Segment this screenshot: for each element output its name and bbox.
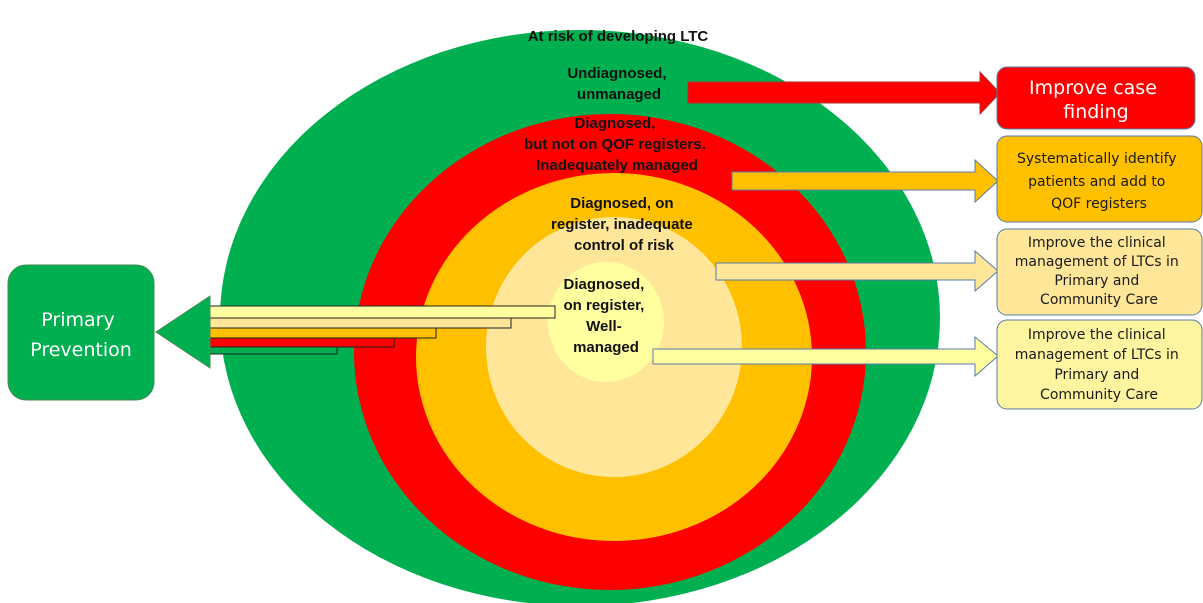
- box-identify-text: Systematically identify patients and add…: [1017, 151, 1181, 212]
- box-clinical-1: [996, 228, 1203, 316]
- label-well-managed: Diagnosed, on register, Well- managed: [563, 276, 648, 356]
- label-at-risk: At risk of developing LTC: [528, 28, 709, 45]
- label-undiagnosed: Undiagnosed, unmanaged: [567, 65, 670, 103]
- box-clinical-2: [996, 319, 1203, 410]
- bar-pale-yellow: [207, 305, 556, 319]
- arrow-to-clinical-2: [652, 335, 999, 378]
- primary-prevention-arrowhead: [155, 295, 211, 369]
- arrow-to-identify: [731, 158, 999, 204]
- label-inadequate-control: Diagnosed, on register, inadequate contr…: [551, 195, 697, 254]
- box-case-finding-text: Improve case finding: [1029, 77, 1163, 123]
- label-not-on-register: Diagnosed, but not on QOF registers. Ina…: [524, 115, 710, 174]
- arrow-to-clinical-1: [715, 249, 999, 293]
- box-identify: [996, 135, 1203, 223]
- box-clinical-1-text: Improve the clinical management of LTCs …: [1015, 235, 1184, 308]
- ring-well-managed: [548, 262, 664, 382]
- primary-prevention-box: [7, 264, 155, 401]
- arrow-to-case-finding: [687, 70, 1001, 116]
- box-case-finding: [996, 66, 1196, 130]
- primary-prevention-text: Primary Prevention: [30, 309, 132, 361]
- box-clinical-2-text: Improve the clinical management of LTCs …: [1015, 327, 1184, 403]
